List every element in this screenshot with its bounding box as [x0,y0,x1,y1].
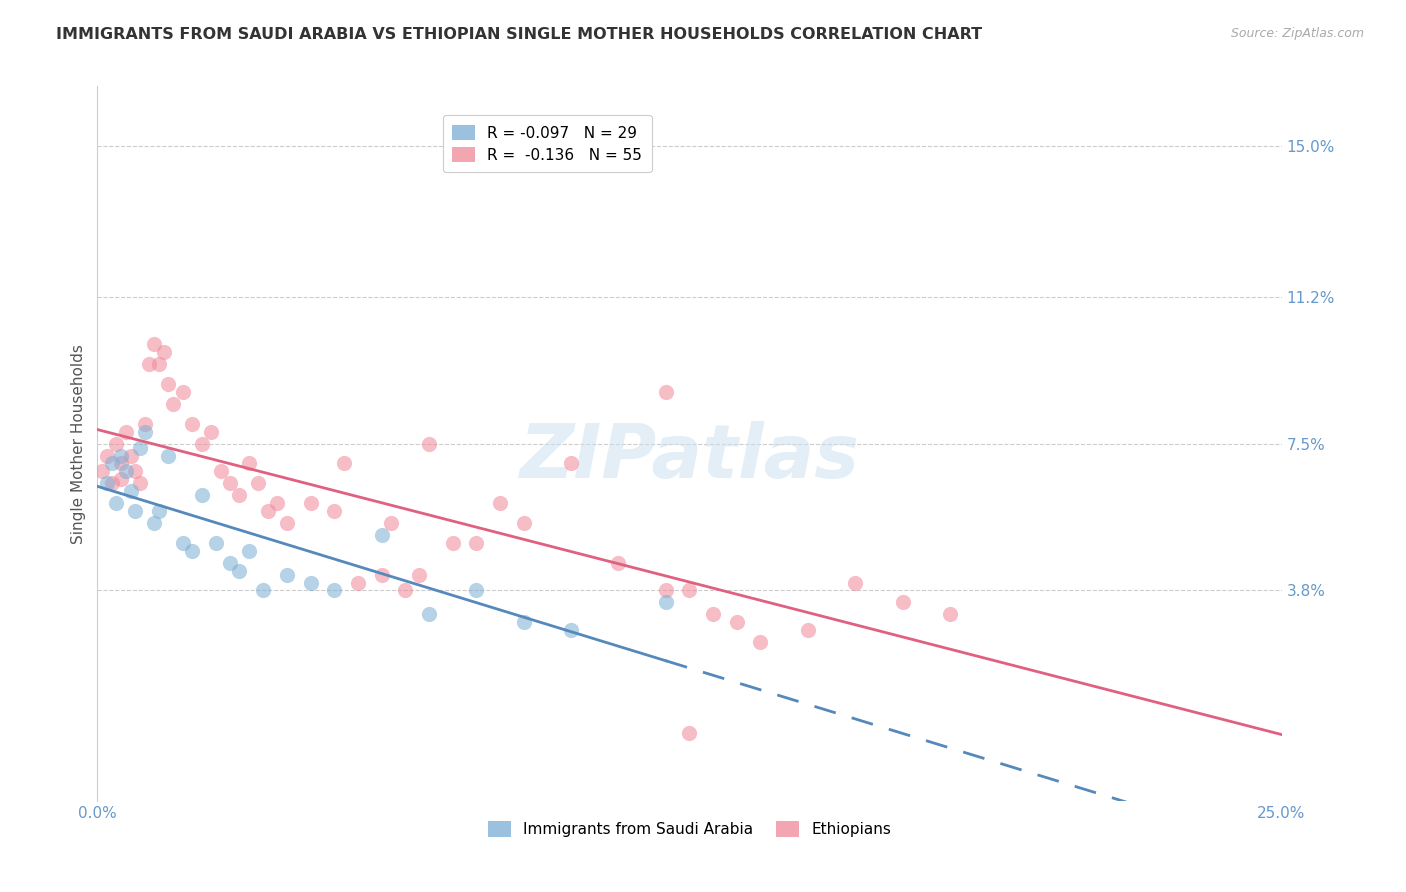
Point [124,464,146,478]
Point [238,543,260,558]
Point [299,496,322,510]
Point [105,436,128,450]
Point [134,425,156,439]
Point [323,504,346,518]
Point [394,583,416,598]
Legend: Immigrants from Saudi Arabia, Ethiopians: Immigrants from Saudi Arabia, Ethiopians [482,815,897,843]
Point [939,607,962,622]
Point [181,417,204,431]
Point [209,464,232,478]
Y-axis label: Single Mother Households: Single Mother Households [72,343,86,543]
Point [512,516,534,530]
Point [465,536,488,550]
Text: ZIPatlas: ZIPatlas [519,421,859,494]
Point [489,496,512,510]
Point [797,623,820,637]
Point [418,436,440,450]
Point [190,436,212,450]
Point [228,488,250,502]
Point [560,457,582,471]
Point [512,615,534,630]
Point [276,516,298,530]
Point [120,449,142,463]
Point [252,583,274,598]
Point [143,516,166,530]
Point [157,377,180,392]
Point [172,384,194,399]
Point [702,607,724,622]
Point [120,484,142,499]
Point [219,556,242,570]
Point [105,496,128,510]
Point [204,536,226,550]
Point [844,575,866,590]
Point [157,449,180,463]
Point [219,476,242,491]
Point [110,457,132,471]
Point [96,449,118,463]
Point [678,726,700,740]
Point [172,536,194,550]
Point [91,464,114,478]
Point [134,417,156,431]
Point [380,516,402,530]
Point [418,607,440,622]
Point [114,425,136,439]
Point [148,357,170,371]
Point [323,583,346,598]
Text: Source: ZipAtlas.com: Source: ZipAtlas.com [1230,27,1364,40]
Point [370,567,392,582]
Point [347,575,370,590]
Point [749,635,772,649]
Point [238,457,260,471]
Point [228,564,250,578]
Point [110,449,132,463]
Point [114,464,136,478]
Point [655,583,678,598]
Point [276,567,298,582]
Point [162,397,184,411]
Point [725,615,748,630]
Point [181,543,204,558]
Point [332,457,354,471]
Point [678,583,700,598]
Point [408,567,430,582]
Point [370,528,392,542]
Point [129,441,152,455]
Text: IMMIGRANTS FROM SAUDI ARABIA VS ETHIOPIAN SINGLE MOTHER HOUSEHOLDS CORRELATION C: IMMIGRANTS FROM SAUDI ARABIA VS ETHIOPIA… [56,27,983,42]
Point [110,472,132,486]
Point [655,384,678,399]
Point [138,357,160,371]
Point [100,476,122,491]
Point [465,583,488,598]
Point [441,536,464,550]
Point [891,595,914,609]
Point [257,504,280,518]
Point [148,504,170,518]
Point [560,623,582,637]
Point [100,457,122,471]
Point [299,575,322,590]
Point [607,556,630,570]
Point [143,337,166,351]
Point [129,476,152,491]
Point [200,425,222,439]
Point [96,476,118,491]
Point [266,496,288,510]
Point [124,504,146,518]
Point [152,345,174,359]
Point [190,488,212,502]
Point [655,595,678,609]
Point [247,476,270,491]
